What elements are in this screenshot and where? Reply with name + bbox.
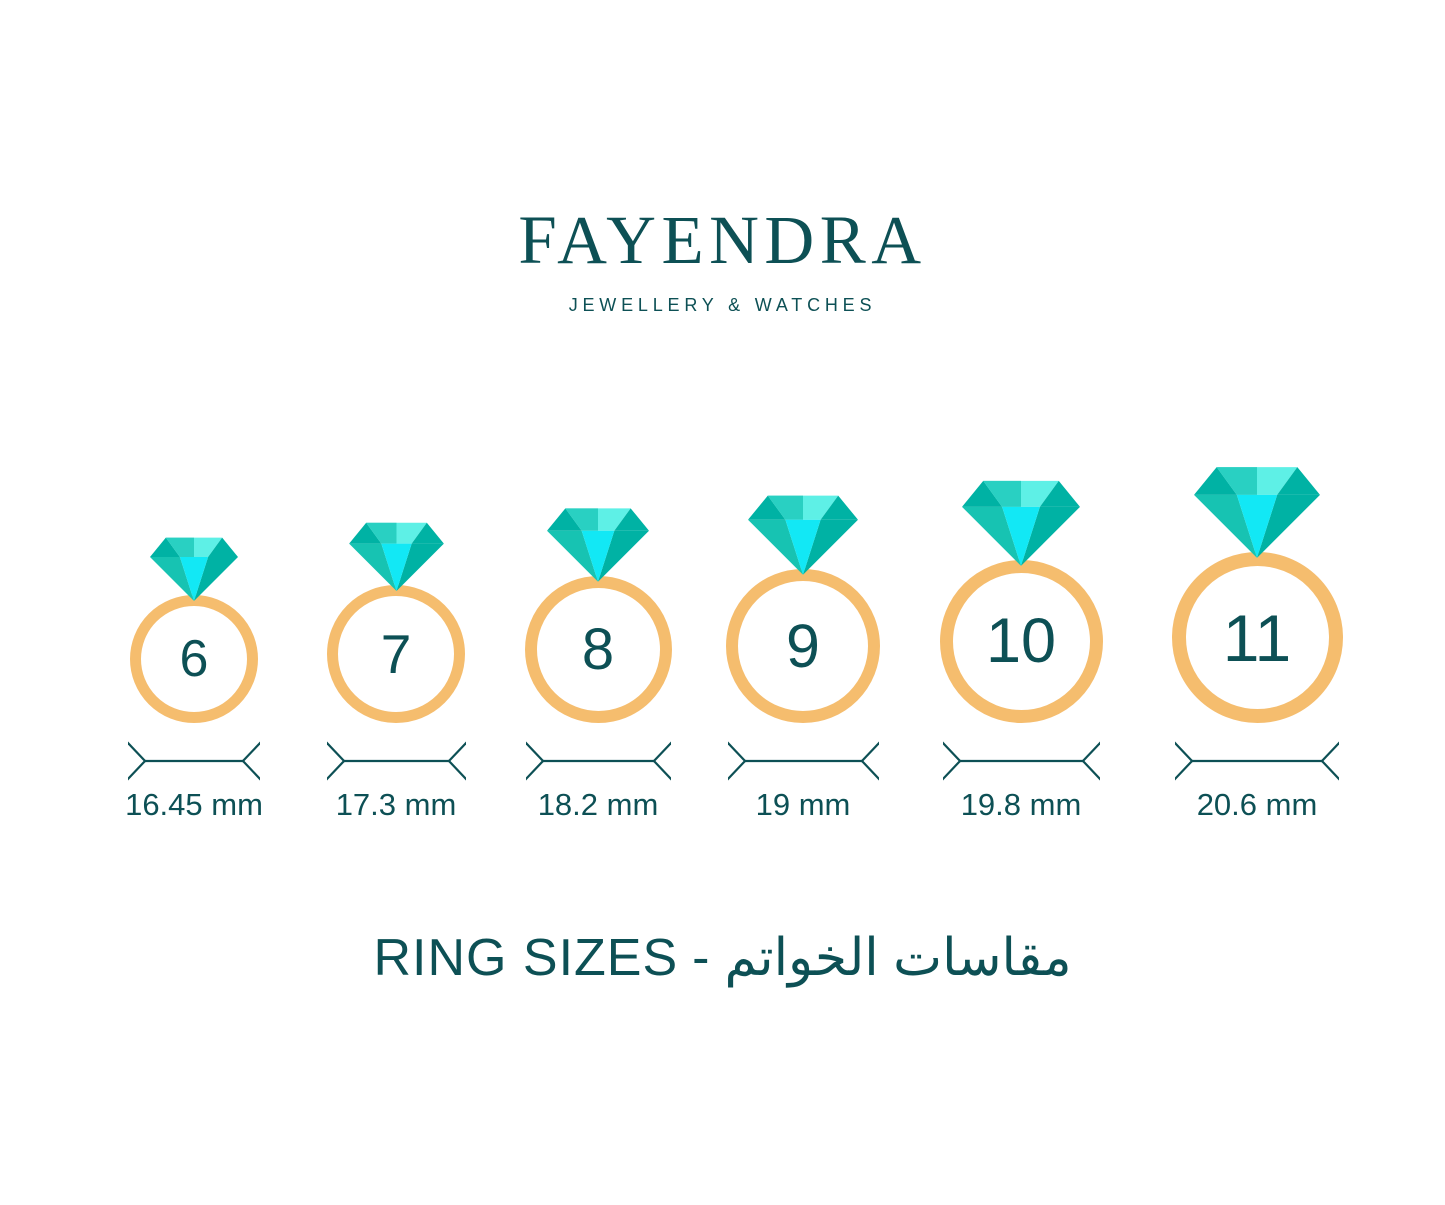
ring-size-item[interactable]: 9 19 mm xyxy=(673,491,933,820)
chart-title-arabic: مقاسات الخواتم xyxy=(724,929,1072,987)
dimension-arrow-icon xyxy=(128,741,260,781)
ring-size-item[interactable]: 8 18.2 mm xyxy=(468,504,728,820)
ring-illustration: 7 xyxy=(327,519,465,723)
diamond-gem-icon xyxy=(150,537,238,601)
chart-title-separator: - xyxy=(692,929,711,987)
ring-size-chart: 6 16.45 mm 7 xyxy=(0,440,1445,820)
ring-diameter-label: 17.3 mm xyxy=(335,787,457,822)
ring-size-item[interactable]: 7 17.3 mm xyxy=(266,519,526,820)
ring-band: 10 xyxy=(939,560,1103,723)
ring-size-number: 10 xyxy=(985,606,1057,676)
ring-size-item[interactable]: 10 19.8 mm xyxy=(891,476,1151,820)
ring-size-number: 9 xyxy=(786,611,820,680)
diamond-gem-icon xyxy=(1194,467,1320,558)
brand-header: FAYENDRA JEWELLERY & WATCHES xyxy=(0,206,1445,316)
ring-band: 9 xyxy=(726,569,880,723)
ring-illustration: 11 xyxy=(1171,462,1343,723)
diamond-gem-icon xyxy=(748,495,858,575)
ring-diameter-label: 16.45 mm xyxy=(125,787,263,822)
ring-diameter-label: 20.6 mm xyxy=(1196,787,1318,822)
ring-band: 7 xyxy=(327,585,465,723)
ring-band: 8 xyxy=(524,576,672,723)
ring-illustration: 6 xyxy=(130,534,258,723)
ring-diameter-label: 19.8 mm xyxy=(960,787,1082,822)
ring-size-number: 7 xyxy=(380,622,412,685)
ring-band: 6 xyxy=(130,595,258,723)
ring-size-number: 8 xyxy=(581,616,615,682)
ring-band: 11 xyxy=(1171,552,1343,723)
dimension-arrow-icon xyxy=(525,741,671,781)
diamond-gem-icon xyxy=(348,522,444,591)
ring-size-number: 11 xyxy=(1222,600,1292,675)
ring-size-number: 6 xyxy=(179,630,209,688)
ring-illustration: 9 xyxy=(726,491,880,723)
dimension-arrow-icon xyxy=(1175,741,1339,781)
diamond-gem-icon xyxy=(547,508,649,582)
ring-illustration: 8 xyxy=(524,504,672,723)
dimension-arrow-icon xyxy=(727,741,879,781)
ring-size-item[interactable]: 6 16.45 mm xyxy=(64,534,324,820)
brand-logo-tagline: JEWELLERY & WATCHES xyxy=(568,295,877,315)
chart-title: RING SIZES - مقاسات الخواتم xyxy=(0,928,1445,988)
ring-illustration: 10 xyxy=(939,476,1103,723)
chart-title-english: RING SIZES xyxy=(373,929,679,987)
dimension-arrow-icon xyxy=(942,741,1100,781)
ring-diameter-label: 18.2 mm xyxy=(537,787,659,822)
diamond-gem-icon xyxy=(962,480,1080,566)
ring-size-item[interactable]: 11 20.6 mm xyxy=(1127,462,1387,820)
ring-diameter-label: 19 mm xyxy=(755,787,851,822)
brand-logo-name: FAYENDRA xyxy=(518,202,927,278)
dimension-arrow-icon xyxy=(326,741,466,781)
